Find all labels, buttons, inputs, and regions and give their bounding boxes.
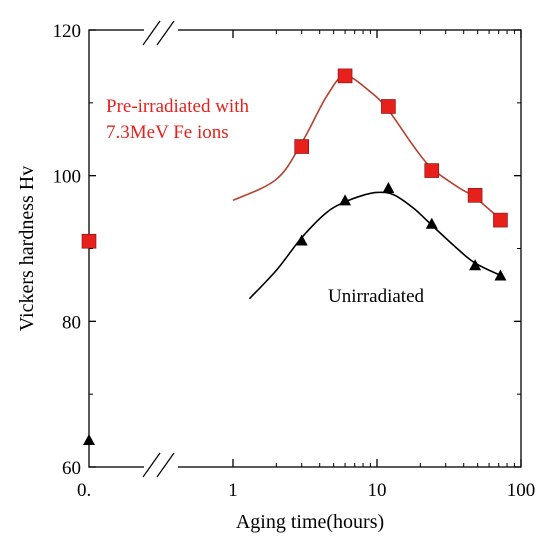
triangle-marker	[382, 182, 395, 194]
y-tick-label: 120	[53, 21, 82, 42]
trend-line-series-0	[232, 75, 502, 221]
axis-break-gap	[144, 27, 178, 39]
axis-break-slash	[156, 20, 175, 46]
series-label-irradiated-line1: Pre-irradiated with	[106, 96, 249, 117]
series-label-unirradiated: Unirradiated	[328, 286, 425, 307]
x-axis-title: Aging time(hours)	[236, 511, 384, 533]
data-points	[81, 68, 508, 446]
square-marker	[294, 139, 310, 154]
square-marker	[381, 99, 396, 114]
axis-break-slash	[156, 452, 175, 478]
y-tick-label: 80	[62, 312, 81, 333]
axis-break-slash	[142, 20, 161, 46]
axis-break-bottom	[142, 452, 178, 478]
x-tick-label: 100	[507, 480, 536, 501]
trend-line-series-1	[248, 191, 501, 300]
axis-break-top	[142, 20, 178, 46]
triangle-marker	[83, 434, 95, 446]
axes: 60 80 100 120 0. 1 10 100	[53, 20, 536, 501]
square-marker	[493, 212, 508, 228]
square-marker	[467, 188, 483, 203]
x-tick-label: 0.	[77, 480, 91, 501]
triangle-marker	[425, 217, 438, 229]
x-tick-label: 10	[368, 480, 387, 501]
y-tick-label: 60	[62, 458, 81, 479]
axis-break-slash	[142, 452, 161, 478]
triangle-marker	[339, 194, 352, 206]
triangle-marker	[469, 259, 482, 271]
axis-break-gap	[144, 459, 178, 471]
series-label-irradiated-line2: 7.3MeV Fe ions	[106, 122, 229, 143]
square-marker	[81, 233, 97, 249]
square-marker	[337, 68, 353, 84]
triangle-marker	[295, 234, 308, 246]
labels: Aging time(hours) Vickers hardness Hv Pre-…	[16, 96, 425, 533]
triangle-marker	[494, 269, 507, 281]
x-tick-label: 1	[228, 480, 238, 501]
y-axis-title: Vickers hardness Hv	[16, 166, 38, 331]
y-tick-label: 100	[53, 167, 82, 188]
trend-lines	[232, 75, 502, 300]
square-marker	[424, 163, 440, 178]
